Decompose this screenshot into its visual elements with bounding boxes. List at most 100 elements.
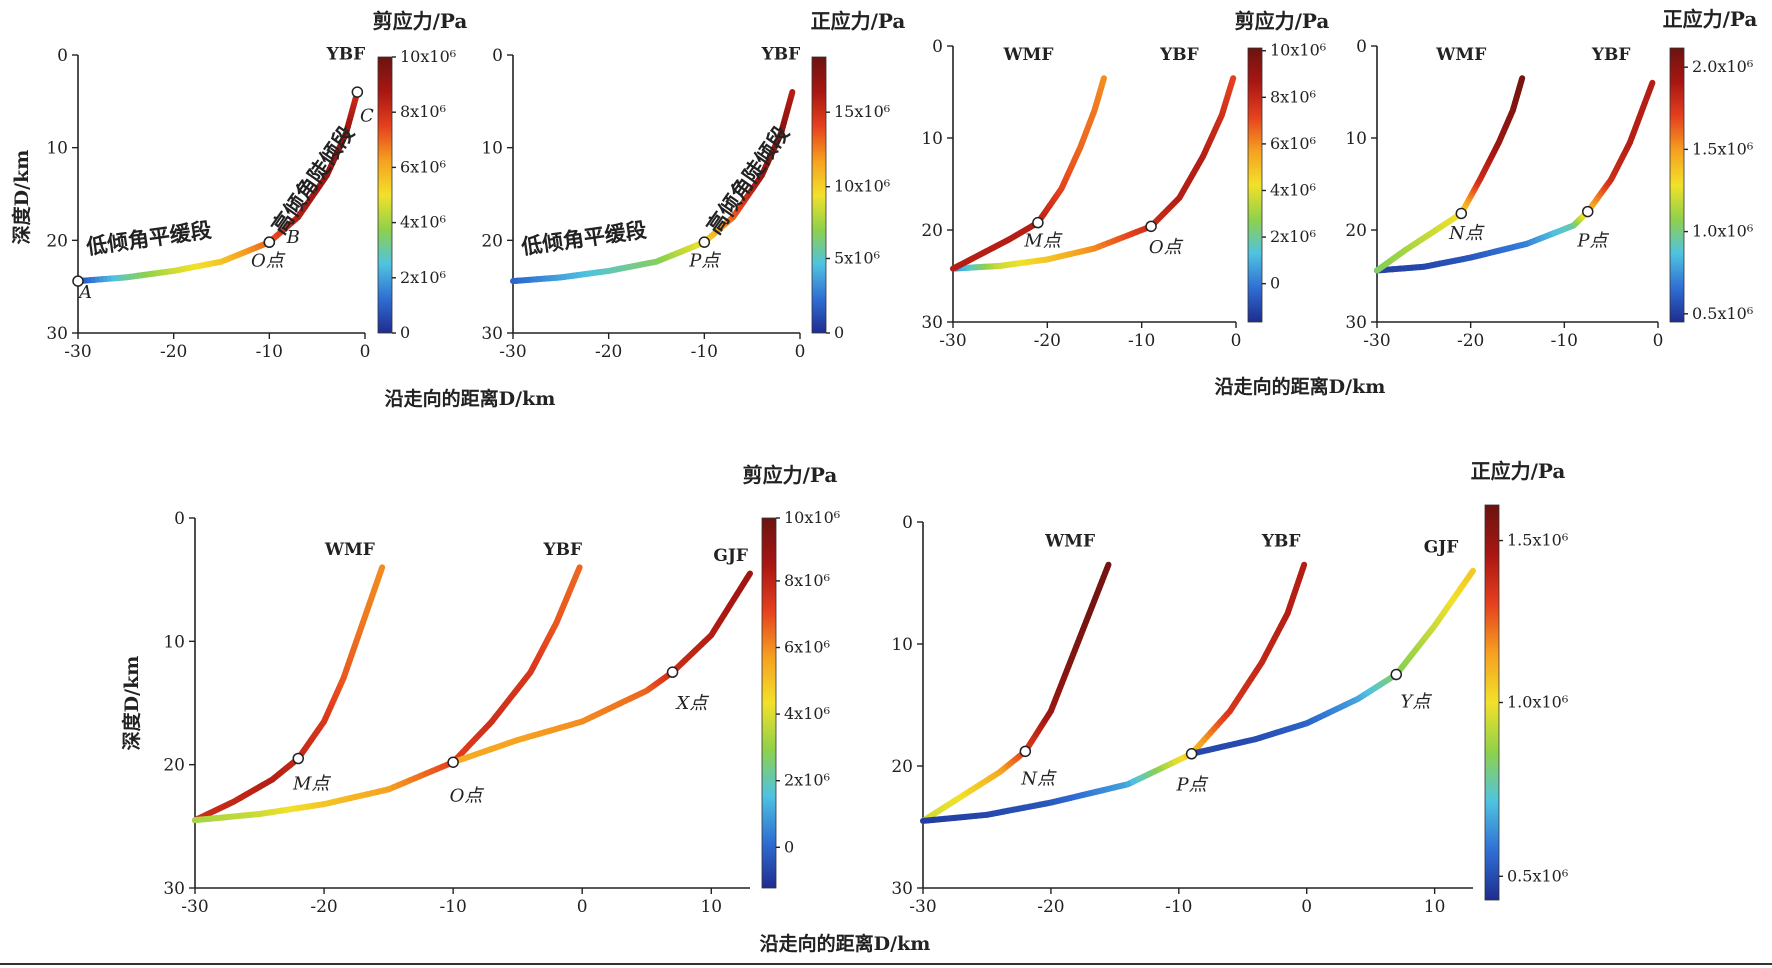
- chart-panel-6: -30 -20 -10 0 10 0 10 20 30 WMF YBF GJF N点 P点 Y点 0.5x10…: [891, 459, 1568, 917]
- marker-point: [1582, 205, 1594, 218]
- x-tick-label: -20: [595, 342, 622, 362]
- y-tick-label: 10: [46, 139, 68, 159]
- y-tick-label: 30: [163, 879, 185, 899]
- colorbar-tick-label: 1.0x10⁶: [1507, 693, 1568, 712]
- x-tick-label: -30: [499, 342, 526, 362]
- fault-wmf: WMF: [1374, 45, 1526, 274]
- colorbar-tick-label: 4x10⁶: [400, 213, 446, 232]
- y-tick-label: 30: [46, 324, 68, 344]
- x-tick-label: -10: [1128, 331, 1155, 351]
- x-tick-label: -20: [1457, 331, 1484, 351]
- x-tick-label: 0: [577, 897, 588, 917]
- y-tick-label: 30: [921, 313, 943, 333]
- fault-label: YBF: [761, 45, 801, 65]
- y-tick-label: 10: [481, 139, 503, 159]
- y-tick-label: 0: [174, 509, 185, 529]
- x-tick-label: 0: [1301, 897, 1312, 917]
- marker-point: [1455, 207, 1468, 220]
- fault-wmf: WMF: [920, 531, 1112, 824]
- colorbar-tick-label: 1.5x10⁶: [1692, 139, 1753, 158]
- marker-label: Y点: [1400, 691, 1432, 712]
- marker-label: P点: [1576, 231, 1609, 252]
- x-tick-label: -10: [1165, 897, 1192, 917]
- marker-label: O点: [1149, 237, 1184, 258]
- y-tick-label: 30: [481, 324, 503, 344]
- fault-segment: [1518, 75, 1526, 84]
- segment-label: 高倾角陡倾段: [701, 121, 794, 239]
- colorbar-title: 正应力/Pa: [1471, 459, 1566, 483]
- colorbar-title: 剪应力/Pa: [743, 463, 838, 487]
- fault-segment: [377, 564, 386, 575]
- fault-segment: [1299, 561, 1308, 572]
- fault-label: WMF: [324, 540, 375, 560]
- marker-label: M点: [1023, 231, 1062, 252]
- marker-point: [351, 86, 364, 98]
- colorbar-tick-label: 6x10⁶: [400, 157, 446, 176]
- colorbar-tick-label: 1.0x10⁶: [1692, 222, 1753, 241]
- y-axis-label: 深度D/km: [120, 656, 143, 751]
- colorbar-title: 正应力/Pa: [1663, 7, 1758, 31]
- marker-label: X点: [675, 693, 710, 714]
- fault-wmf: WMF: [192, 540, 386, 824]
- marker-point: [666, 666, 679, 678]
- x-axis-label: 沿走向的距离D/km: [1215, 375, 1386, 398]
- x-tick-label: -30: [1363, 331, 1390, 351]
- colorbar-tick-label: 10x10⁶: [1270, 41, 1326, 60]
- y-tick-label: 20: [1345, 221, 1367, 241]
- fault-label: YBF: [1591, 45, 1631, 65]
- fault-label: WMF: [1002, 45, 1053, 65]
- x-tick-label: -10: [691, 342, 718, 362]
- fault-segment: [1103, 561, 1112, 572]
- y-tick-label: 0: [902, 513, 913, 533]
- fault-ybf: YBF: [192, 540, 583, 824]
- x-tick-label: -30: [939, 331, 966, 351]
- fault-label: YBF: [543, 540, 583, 560]
- fault-gjf: GJF: [450, 546, 753, 766]
- chart-panel-4: -30 -20 -10 0 0 10 20 30 YBF WMF N点 P点 0.5x10⁶ 1.0x10…: [1345, 7, 1757, 351]
- y-tick-label: 20: [921, 221, 943, 241]
- marker-point: [1390, 668, 1403, 681]
- colorbar-tick-label: 1.5x10⁶: [1507, 531, 1568, 550]
- x-tick-label: -10: [256, 342, 283, 362]
- fault-segment: [1100, 75, 1107, 84]
- fault-label: YBF: [326, 45, 366, 65]
- chart-panel-3: -30 -20 -10 0 0 10 20 30 YBF WMF M点 O点 0 2x10⁶ 4x10⁶ 6x…: [921, 9, 1385, 398]
- colorbar-tick-label: 4x10⁶: [784, 704, 830, 723]
- marker-label: P点: [1176, 774, 1209, 795]
- x-tick-label: -30: [181, 897, 208, 917]
- x-tick-label: -20: [1034, 331, 1061, 351]
- y-tick-label: 20: [481, 231, 503, 251]
- y-tick-label: 10: [163, 632, 185, 652]
- marker-point: [1019, 745, 1032, 758]
- x-tick-label: 0: [360, 342, 371, 362]
- marker-point: [1032, 216, 1044, 229]
- x-axis-label: 沿走向的距离D/km: [760, 932, 931, 955]
- y-tick-label: 30: [1345, 313, 1367, 333]
- chart-panel-1: -30 -20 -10 0 0 10 20 30 YBF A BO点 C 低倾角平缓段 高倾角陡倾段 0 2x…: [10, 9, 555, 410]
- colorbar-tick-label: 0: [400, 323, 410, 342]
- colorbar: [1484, 504, 1500, 901]
- y-tick-label: 10: [921, 129, 943, 149]
- y-tick-label: 30: [891, 879, 913, 899]
- marker-point: [447, 756, 459, 768]
- fault-segment: [743, 570, 753, 582]
- x-tick-label: -10: [1551, 331, 1578, 351]
- colorbar-tick-label: 2x10⁶: [784, 771, 830, 790]
- segment-label: 高倾角陡倾段: [266, 121, 359, 239]
- x-tick-label: 0: [795, 342, 806, 362]
- marker-point: [1185, 748, 1198, 760]
- colorbar-tick-label: 0: [834, 323, 844, 342]
- colorbar: [761, 517, 777, 889]
- colorbar-tick-label: 2x10⁶: [1270, 227, 1316, 246]
- fault-segment: [1229, 75, 1237, 85]
- marker-point: [292, 752, 305, 765]
- colorbar-tick-label: 2.0x10⁶: [1692, 57, 1753, 76]
- colorbar: [811, 56, 827, 334]
- x-tick-label: 10: [1424, 897, 1446, 917]
- y-tick-label: 20: [46, 231, 68, 251]
- fault-label: YBF: [1159, 45, 1199, 65]
- colorbar-tick-label: 0.5x10⁶: [1692, 304, 1753, 323]
- y-axis-label: 深度D/km: [10, 150, 33, 245]
- colorbar-tick-label: 8x10⁶: [784, 571, 830, 590]
- marker-label: O点: [251, 250, 286, 271]
